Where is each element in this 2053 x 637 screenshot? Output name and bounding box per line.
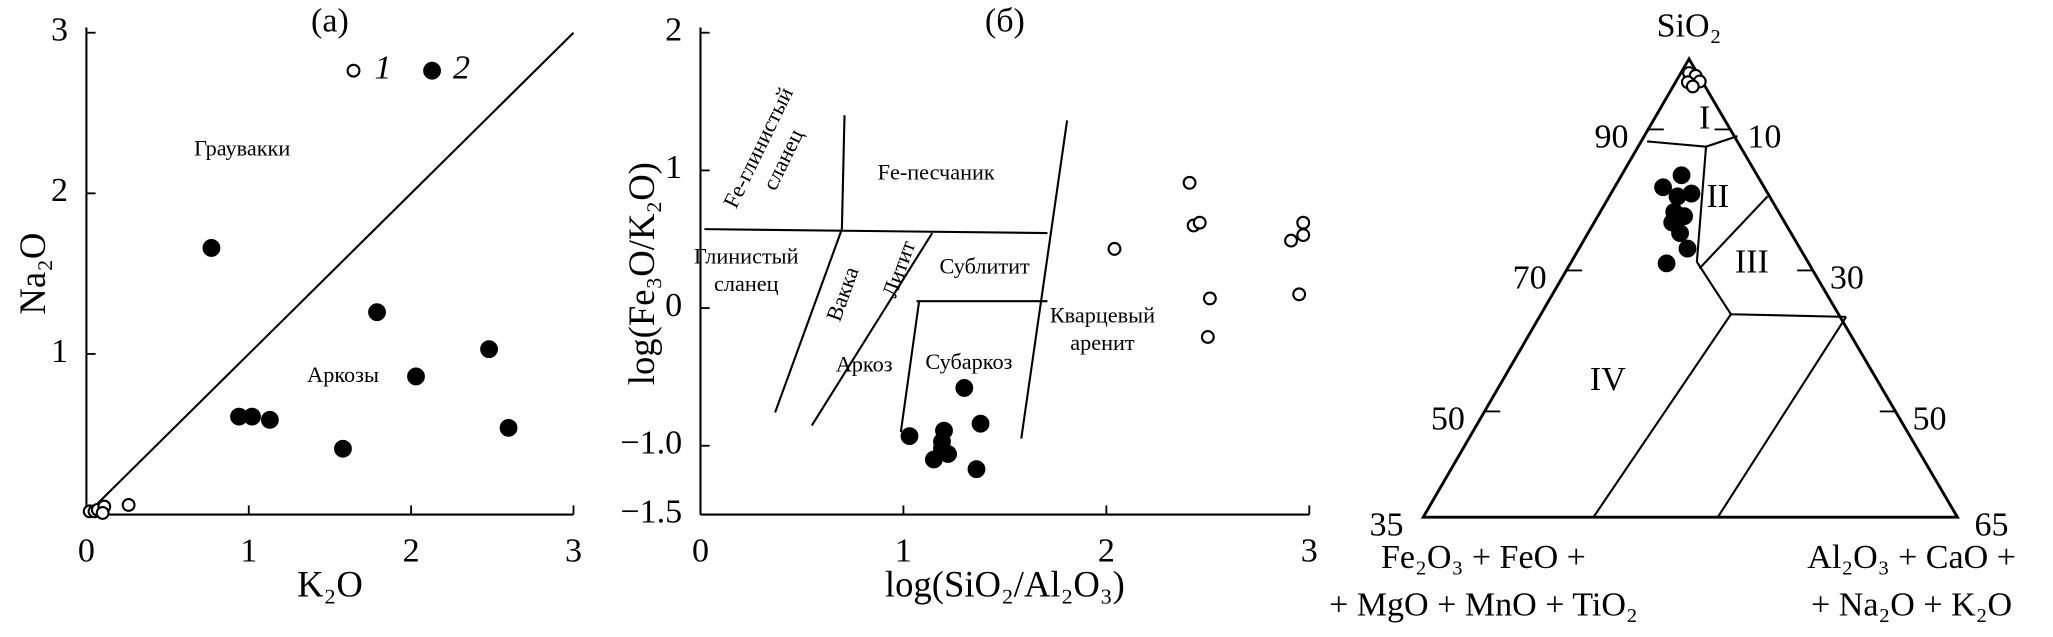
x-tick-label: 2 (403, 533, 420, 570)
region-label: Литит (877, 237, 921, 301)
x-tick-label: 3 (565, 533, 582, 570)
y-tick-label: 2 (51, 172, 68, 209)
y-tick-label: −1.5 (620, 493, 682, 530)
region-label: Fe-песчаник (878, 159, 995, 184)
data-point (971, 414, 990, 433)
data-point (121, 497, 136, 512)
x-axis-label: log(SiO₂/Al₂O₃) (885, 563, 1125, 604)
data-point (900, 427, 919, 446)
x-tick-label: 2 (1098, 533, 1115, 570)
y-tick-label: 0 (665, 287, 682, 324)
data-point (1657, 254, 1676, 273)
chart-title: (б) (985, 2, 1025, 39)
data-point (1202, 291, 1217, 306)
legend-marker (346, 63, 361, 78)
data-point (1672, 166, 1691, 185)
y-tick-label: 2 (665, 12, 682, 49)
region-label: сланец (714, 271, 779, 296)
data-point (243, 407, 261, 426)
data-point (1296, 215, 1311, 230)
ternary-frame (1420, 56, 1960, 519)
data-point (1284, 233, 1298, 248)
left-tick-label: 50 (1431, 401, 1465, 438)
data-point (1296, 228, 1311, 243)
region-label: Кварцевый (1050, 303, 1155, 328)
region-label: IV (1590, 361, 1626, 398)
legend-label: 1 (374, 50, 391, 87)
data-point (334, 439, 352, 458)
region-label: Аркозы (307, 362, 379, 387)
region-label: Сублитит (939, 254, 1030, 279)
y-tick-label: 3 (51, 12, 68, 49)
corner-label: Fe₂O₃ + FeO + (1381, 539, 1586, 576)
data-point (499, 418, 518, 437)
region-label: Аркоз (836, 352, 893, 377)
data-point (480, 340, 498, 359)
data-point (955, 379, 974, 397)
data-point (1107, 241, 1122, 256)
x-tick-label: 1 (240, 533, 257, 570)
field-boundaries (704, 115, 1069, 439)
right-tick-label: 50 (1913, 401, 1947, 438)
data-point (1192, 215, 1207, 230)
legend-marker (423, 61, 441, 80)
region-label: Субаркоз (925, 349, 1012, 374)
left-tick-label: 70 (1513, 260, 1547, 297)
right-tick-label: 30 (1830, 260, 1864, 297)
region-label: Глинистый (694, 244, 799, 269)
legend-label: 2 (453, 50, 470, 87)
x-tick-label: 0 (692, 533, 709, 570)
x-tick-label: 3 (1301, 533, 1318, 570)
y-tick-label: −1.0 (620, 425, 682, 462)
x-tick-label: 1 (895, 533, 912, 570)
apex-label: SiO₂ (1657, 8, 1722, 45)
data-point (1682, 184, 1701, 203)
region-label: аренит (1070, 330, 1135, 355)
y-tick-label: 1 (665, 149, 682, 186)
x-tick-label: 0 (78, 533, 95, 570)
right-tick-label: 65 (1974, 506, 2008, 543)
data-point (1182, 175, 1197, 190)
left-tick-label: 35 (1370, 506, 1404, 543)
right-tick-label: 10 (1747, 119, 1781, 156)
data-point (1654, 178, 1672, 197)
y-axis-label: Na₂O (12, 233, 53, 315)
data-point (95, 506, 110, 520)
data-point (967, 460, 986, 479)
data-point (1292, 287, 1307, 302)
data-point (1200, 330, 1215, 344)
region-label: I (1699, 99, 1710, 136)
corner-label: + Na₂O + K₂O (1811, 586, 2012, 623)
data-point (933, 432, 951, 451)
data-point (260, 410, 279, 429)
data-point (1685, 79, 1700, 94)
data-point (407, 367, 425, 386)
divider-line (85, 31, 575, 516)
chart-title: (а) (311, 2, 349, 39)
region-label: Вакка (821, 263, 864, 324)
x-axis-label: K₂O (297, 563, 363, 604)
data-point (924, 450, 943, 469)
corner-label: Al₂O₃ + CaO + (1807, 539, 2016, 576)
region-label: III (1735, 243, 1769, 280)
y-tick-label: 1 (51, 333, 68, 370)
data-point (1671, 224, 1689, 242)
left-tick-label: 90 (1594, 119, 1628, 156)
y-axis-label: log(Fe₃O/K₂O) (621, 162, 662, 385)
region-label: Граувакки (194, 136, 290, 161)
data-point (368, 303, 386, 322)
data-point (1678, 239, 1697, 258)
region-label: II (1706, 178, 1729, 215)
data-point (202, 239, 221, 257)
corner-label: + MgO + MnO + TiO₂ (1329, 586, 1638, 623)
